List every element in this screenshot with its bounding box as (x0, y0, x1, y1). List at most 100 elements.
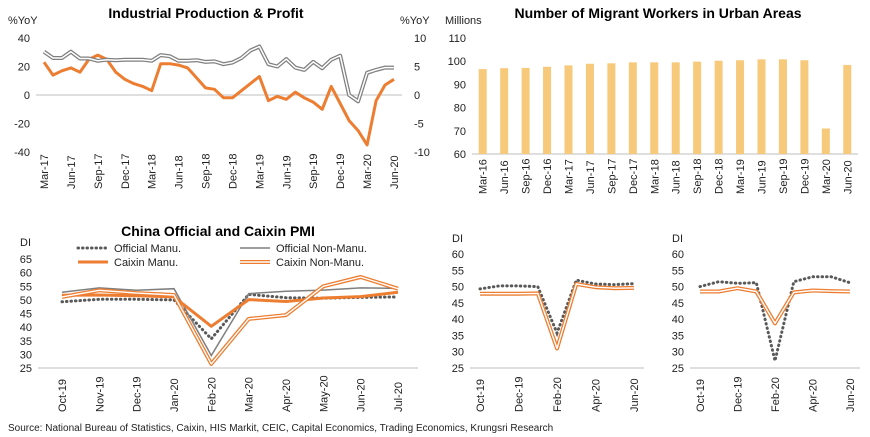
x-tick-label: Feb-20 (552, 377, 564, 412)
y-tick-label: 45 (672, 298, 684, 310)
series-line (698, 275, 852, 362)
chart-title: China Official and Caixin PMI (121, 223, 315, 239)
y-tick-label: 50 (672, 282, 684, 294)
bar (500, 68, 509, 154)
y-tick-label: 70 (454, 126, 466, 138)
migrant-workers-chart: Number of Migrant Workers in Urban Areas… (445, 5, 858, 194)
y-tick-label: 55 (452, 265, 464, 277)
y-tick-label: 60 (454, 149, 466, 161)
series-line (61, 290, 399, 328)
x-tick-label: Jun-20 (845, 378, 857, 412)
x-tick-label: Sep-16 (521, 159, 533, 194)
right-axis-unit: %YoY (400, 15, 430, 27)
x-tick-label: Dec-16 (542, 159, 554, 194)
y-tick-label: 60 (452, 249, 464, 261)
y-tick-label: 40 (672, 314, 684, 326)
left-tick-label: 40 (18, 33, 30, 45)
bar (585, 63, 594, 154)
right-tick-label: 10 (414, 33, 426, 45)
x-tick-label: Sep-18 (692, 159, 704, 194)
series-line (700, 286, 851, 326)
source-note: Source: National Bureau of Statistics, C… (8, 423, 553, 434)
legend-label: Official Non-Manu. (276, 243, 367, 255)
x-tick-label: Jun-20 (389, 155, 401, 189)
y-tick-label: 55 (672, 265, 684, 277)
y-tick-label: 25 (672, 363, 684, 375)
series-line-inner (61, 276, 399, 365)
legend-label: Official Manu. (114, 243, 181, 255)
x-tick-label: May-20 (318, 375, 330, 412)
series-line (42, 53, 395, 147)
x-tick-label: Jun-20 (629, 378, 641, 412)
series-line (60, 292, 400, 342)
y-tick-label: 45 (20, 309, 32, 321)
bar (564, 65, 573, 154)
y-tick-label: 50 (20, 295, 32, 307)
x-tick-label: Jul-20 (393, 382, 405, 412)
left-axis-unit: %YoY (8, 15, 38, 27)
industrial-production-chart: Industrial Production & Profit %YoY %YoY… (8, 5, 430, 189)
series-line-inner (43, 45, 394, 103)
y-tick-label: 25 (452, 363, 464, 375)
y-tick-label: 25 (20, 363, 32, 375)
legend-label: Caixin Manu. (114, 257, 178, 269)
x-tick-label: Oct-19 (695, 379, 707, 412)
y-tick-label: 110 (448, 33, 466, 45)
x-tick-label: Feb-20 (206, 377, 218, 412)
x-tick-label: Dec-18 (227, 154, 239, 189)
right-tick-label: 0 (414, 90, 420, 102)
y-tick-label: 40 (20, 322, 32, 334)
left-tick-label: -20 (14, 119, 30, 131)
series-line (61, 287, 399, 357)
y-tick-label: 35 (20, 336, 32, 348)
x-tick-label: Mar-18 (147, 154, 159, 189)
y-tick-label: 100 (448, 56, 466, 68)
x-tick-label: Jun-19 (757, 160, 769, 194)
x-tick-label: Sep-19 (308, 154, 320, 189)
chart-title: Number of Migrant Workers in Urban Areas (514, 5, 801, 21)
x-tick-label: Jun-17 (66, 155, 78, 189)
y-tick-label: 50 (452, 282, 464, 294)
x-tick-label: Apr-20 (281, 379, 293, 412)
x-tick-label: Oct-19 (475, 379, 487, 412)
series-line-inner (480, 283, 635, 350)
bar (671, 62, 680, 154)
x-tick-label: Feb-20 (770, 377, 782, 412)
official-vs-caixin-manu-chart: DI 60 55 50 45 40 35 30 25 Oct-19 Dec-19 Feb-20 Apr… (452, 233, 644, 412)
x-tick-label: Dec-19 (514, 377, 526, 412)
left-tick-label: 20 (18, 62, 30, 74)
y-tick-label: 55 (20, 281, 32, 293)
bar (843, 64, 852, 154)
y-tick-label: 35 (672, 330, 684, 342)
x-tick-label: Dec-19 (335, 154, 347, 189)
x-tick-label: Mar-20 (244, 377, 256, 412)
legend-label: Caixin Non-Manu. (276, 257, 364, 269)
right-tick-label: -10 (414, 147, 430, 159)
bar (757, 59, 766, 154)
bar (736, 60, 745, 154)
y-tick-label: 60 (20, 268, 32, 280)
axis-unit: DI (452, 233, 463, 245)
bar (778, 59, 787, 154)
x-tick-label: Sep-17 (606, 159, 618, 194)
x-tick-label: Dec-17 (628, 159, 640, 194)
bar (693, 61, 702, 154)
left-tick-label: -40 (14, 147, 30, 159)
y-tick-label: 90 (454, 79, 466, 91)
x-tick-label: Mar-18 (649, 159, 661, 194)
y-tick-label: 40 (452, 314, 464, 326)
x-tick-label: Mar-20 (362, 154, 374, 189)
x-tick-label: Oct-19 (57, 379, 69, 412)
x-tick-label: Dec-19 (132, 377, 144, 412)
bar (543, 66, 552, 154)
x-tick-label: Dec-18 (714, 159, 726, 194)
x-tick-label: Mar-19 (735, 159, 747, 194)
x-tick-label: Jun-20 (356, 378, 368, 412)
bar (478, 69, 487, 154)
left-tick-label: 0 (24, 90, 30, 102)
x-tick-label: Sep-18 (201, 154, 213, 189)
bar (521, 67, 530, 154)
y-tick-label: 65 (20, 254, 32, 266)
